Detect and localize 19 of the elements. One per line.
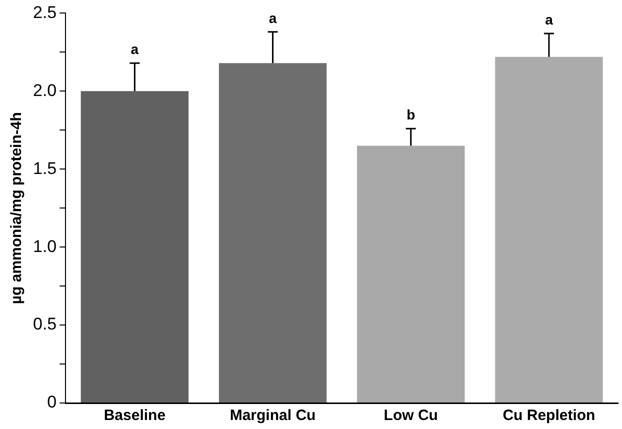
bar: [218, 63, 327, 402]
annotation: a: [130, 40, 139, 57]
x-tick-label: Cu Repletion: [502, 407, 596, 424]
bar: [495, 56, 603, 402]
y-tick-label: 0: [47, 392, 57, 412]
annotation: b: [406, 106, 416, 122]
y-axis-title: µg ammonia/mg protein-4h: [8, 112, 26, 304]
x-tick-label: Marginal Cu: [230, 407, 316, 424]
x-tick-label: Low Cu: [384, 407, 438, 424]
y-tick-label: 0.5: [32, 314, 57, 334]
annotation: a: [545, 11, 554, 28]
annotation: a: [268, 10, 277, 26]
bar: [357, 146, 465, 402]
y-tick-label: 2.5: [32, 2, 57, 22]
bar: [80, 91, 189, 402]
y-tick-label: 2.0: [32, 80, 57, 100]
y-tick-label: 1.5: [32, 158, 57, 178]
y-tick-label: 1.0: [32, 236, 57, 256]
x-tick-label: Baseline: [104, 407, 166, 424]
